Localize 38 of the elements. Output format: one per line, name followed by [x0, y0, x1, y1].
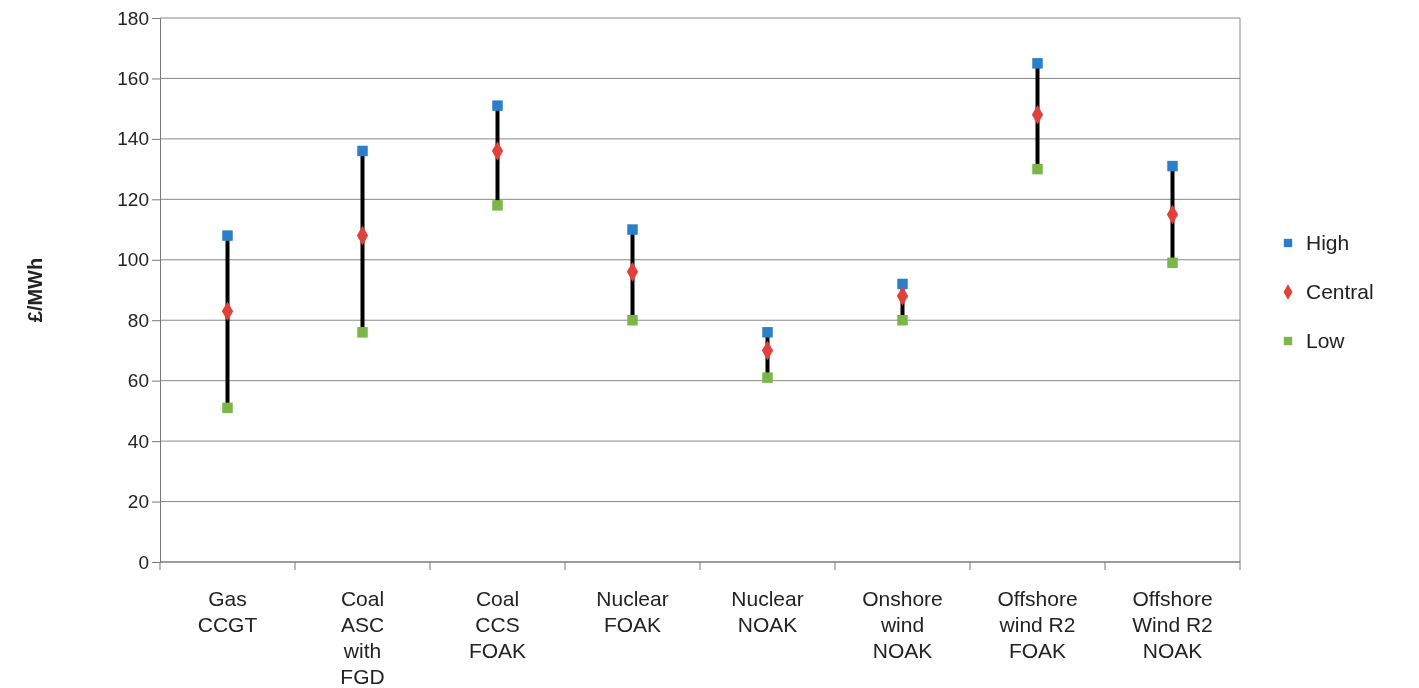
- point: [1032, 58, 1043, 69]
- y-tick-label: 0: [138, 551, 149, 573]
- point: [357, 327, 368, 338]
- x-tick-label: Coal ASC with FGD: [340, 587, 385, 688]
- x-tick-label: Offshore Wind R2 NOAK: [1132, 587, 1213, 662]
- y-axis-title: £/MWh: [24, 257, 46, 323]
- y-tick-label: 40: [127, 430, 149, 452]
- legend-label: High: [1306, 231, 1350, 254]
- point: [1167, 257, 1178, 269]
- point: [222, 230, 233, 241]
- point: [1167, 160, 1178, 172]
- point: [492, 100, 503, 111]
- point: [762, 372, 773, 383]
- point: [627, 224, 638, 235]
- point: [222, 402, 233, 414]
- y-tick-label: 120: [117, 188, 149, 210]
- x-tick-label: Offshore wind R2 FOAK: [997, 587, 1078, 662]
- y-tick-label: 180: [117, 7, 149, 29]
- legend-label: Central: [1306, 280, 1374, 303]
- point: [492, 200, 503, 211]
- y-tick-label: 140: [117, 128, 149, 150]
- point: [897, 278, 908, 290]
- point: [357, 145, 368, 157]
- x-tick-label: Onshore wind NOAK: [862, 587, 943, 662]
- x-tick-label: Gas CCGT: [197, 587, 258, 636]
- point: [897, 314, 908, 326]
- y-tick-label: 20: [127, 491, 149, 513]
- x-tick-label: Coal CCS FOAK: [468, 587, 527, 662]
- legend-label: Low: [1306, 329, 1346, 352]
- y-tick-label: 100: [117, 249, 149, 271]
- x-tick-label: Nuclear FOAK: [596, 587, 669, 636]
- point: [762, 327, 773, 338]
- x-tick-label: Nuclear NOAK: [731, 587, 804, 636]
- y-tick-label: 80: [127, 309, 149, 331]
- y-tick-label: 160: [117, 68, 149, 90]
- y-tick-label: 60: [127, 370, 149, 392]
- point: [1032, 163, 1043, 175]
- point: [627, 314, 638, 326]
